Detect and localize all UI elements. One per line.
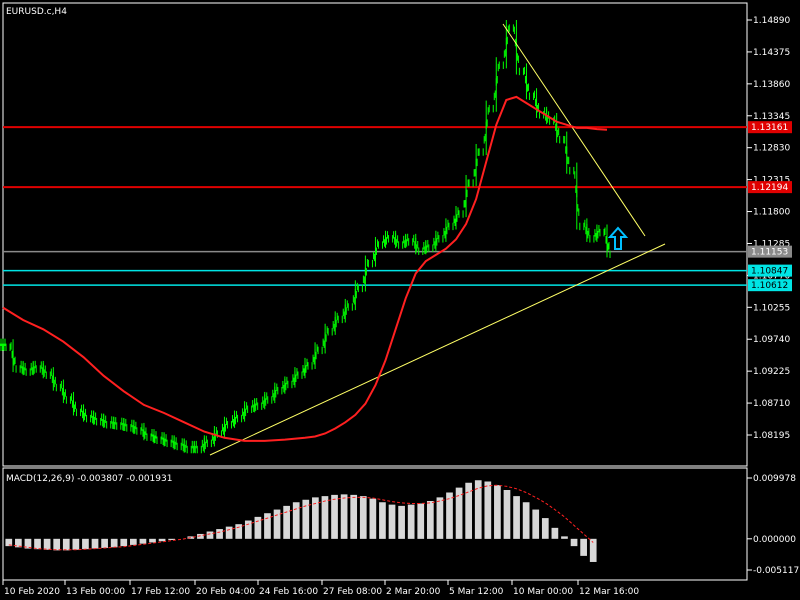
x-tick-label: 10 Feb 2020 [4,587,60,597]
x-tick-label: 10 Mar 00:00 [513,587,573,597]
macd-y-tick-label: -0.005117 [753,566,799,576]
macd-signal-line [8,484,594,551]
y-tick-label: 1.11285 [753,239,790,249]
x-axis: 10 Feb 2020 13 Feb 00:00 17 Feb 12:00 20 Fe… [2,580,639,597]
y-tick-label: 1.13860 [753,80,790,90]
y-tick-label: 1.09225 [753,367,790,377]
price-tag-label: 1.10847 [751,267,788,277]
x-tick-label: 27 Feb 08:00 [323,587,382,597]
price-tag [748,121,792,134]
y-tick-label: 1.10255 [753,303,790,313]
y-tick-label: 1.14890 [753,16,790,26]
trendline-resistance[interactable] [502,23,646,237]
y-tick-label: 1.12315 [753,176,790,186]
y-tick-label: 1.08195 [753,431,790,441]
y-tick-label: 1.08710 [753,399,790,409]
x-tick-label: 5 Mar 12:00 [449,587,504,597]
macd-plot-frame [2,467,748,581]
y-axis-main: 1.14890 1.14375 1.13860 1.13345 1.12830 1.123… [747,16,790,441]
moving-average-line [2,95,608,442]
y-tick-label: 1.11800 [753,208,790,218]
x-tick-label: 12 Mar 16:00 [579,587,639,597]
macd-histogram [5,480,597,562]
hline-layer [3,126,747,286]
trendline-support[interactable] [209,243,666,456]
y-tick-label: 1.12830 [753,144,790,154]
macd-label: MACD(12,26,9) -0.003807 -0.001931 [6,474,172,484]
macd-y-tick-label: 0.000000 [753,535,796,545]
x-tick-label: 2 Mar 20:00 [386,587,441,597]
price-tag [748,279,792,292]
price-tag [748,264,792,277]
price-tag [748,181,792,194]
y-axis-macd: 0.009978 0.000000 -0.005117 [747,474,799,576]
price-tag-layer: 1.13161 1.12194 1.11153 1.10847 1.10612 [748,121,792,292]
x-tick-label: 20 Feb 04:00 [196,587,255,597]
price-tag-label: 1.11153 [751,248,788,258]
price-tag [748,245,792,258]
price-tag-label: 1.12194 [751,183,788,193]
y-tick-label: 1.14375 [753,48,790,58]
macd-y-tick-label: 0.009978 [753,474,796,484]
chart-title: EURUSD.c,H4 [6,7,67,17]
y-tick-label: 1.13345 [753,112,790,122]
candle-layer [0,20,611,454]
price-tag-label: 1.10612 [751,281,788,291]
x-tick-label: 13 Feb 00:00 [66,587,125,597]
y-tick-label: 1.09740 [753,335,790,345]
price-tag-label: 1.13161 [751,123,788,133]
x-tick-label: 24 Feb 16:00 [259,587,318,597]
x-tick-label: 17 Feb 12:00 [131,587,190,597]
main-plot-frame [2,2,748,467]
up-arrow-icon[interactable] [607,226,629,250]
